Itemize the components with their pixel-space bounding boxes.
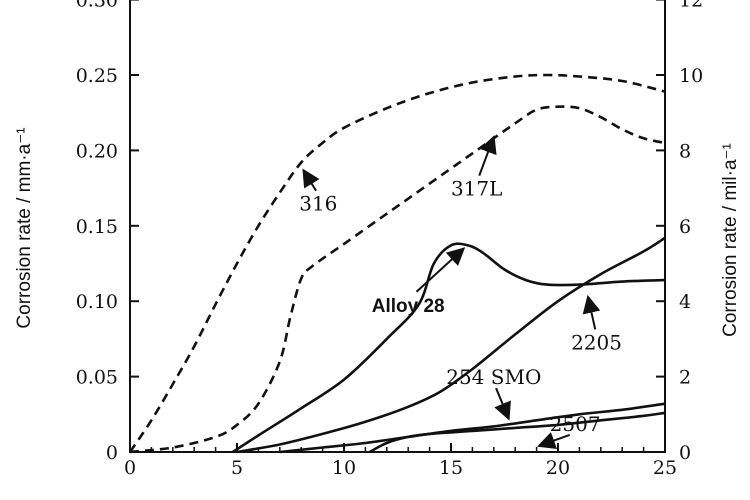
annotation-arrow <box>415 247 466 293</box>
series-line-317l <box>129 105 666 454</box>
right-tick-label: 2 <box>679 367 691 389</box>
right-tick-label: 4 <box>679 291 691 313</box>
right-tick-label: 8 <box>679 140 691 162</box>
left-tick-label: 0.20 <box>76 140 118 162</box>
annotation-label: 2205 <box>571 330 622 354</box>
x-tick-label: 0 <box>124 457 136 479</box>
annotation-arrow <box>302 168 320 192</box>
left-tick-label: 0.15 <box>76 216 118 238</box>
x-tick-label: 15 <box>439 457 463 479</box>
annotations-layer: 316 317L Alloy 28 2205 254 SMO 2507 <box>299 135 622 449</box>
x-axis-ticks: 0 5 10 15 20 25 <box>124 443 677 479</box>
plot-frame <box>129 0 666 453</box>
right-tick-label: 6 <box>679 216 691 238</box>
x-tick-label: 25 <box>653 457 677 479</box>
annotation-arrow <box>494 387 511 421</box>
left-tick-label: 0.25 <box>76 65 118 87</box>
series-layer <box>128 73 666 454</box>
left-tick-label: 0.05 <box>76 367 118 389</box>
series-line-2507 <box>369 411 666 454</box>
x-tick-label: 10 <box>332 457 356 479</box>
right-tick-label: 10 <box>679 65 703 87</box>
series-line-alloy-28 <box>231 242 666 454</box>
series-line-254-smo <box>279 402 666 454</box>
annotation-label: 316 <box>299 192 337 216</box>
left-axis-ticks: 0 0.05 0.10 0.15 0.20 0.25 0.30 <box>76 0 139 464</box>
right-tick-label: 12 <box>679 0 703 12</box>
left-tick-label: 0 <box>106 442 118 464</box>
series-line-316 <box>128 73 666 453</box>
annotation-label: 254 SMO <box>446 365 541 389</box>
left-tick-label: 0.30 <box>76 0 118 12</box>
annotation-arrow <box>582 294 601 330</box>
annotation-label: Alloy 28 <box>372 296 445 317</box>
annotation-arrow <box>537 432 571 449</box>
series-line-2205 <box>236 236 666 454</box>
right-axis-ticks: 0 2 4 6 8 10 12 <box>656 0 703 464</box>
annotation-arrow <box>478 135 497 176</box>
annotation-label: 317L <box>451 177 502 201</box>
left-tick-label: 0.10 <box>76 291 118 313</box>
x-tick-label: 5 <box>231 457 243 479</box>
x-tick-label: 20 <box>546 457 570 479</box>
annotation-label: 2507 <box>550 412 601 436</box>
left-axis-title: Corrosion rate / mm·a⁻¹ <box>14 127 35 328</box>
right-axis-title: Corrosion rate / mil·a⁻¹ <box>720 143 741 337</box>
right-tick-label: 0 <box>679 442 691 464</box>
